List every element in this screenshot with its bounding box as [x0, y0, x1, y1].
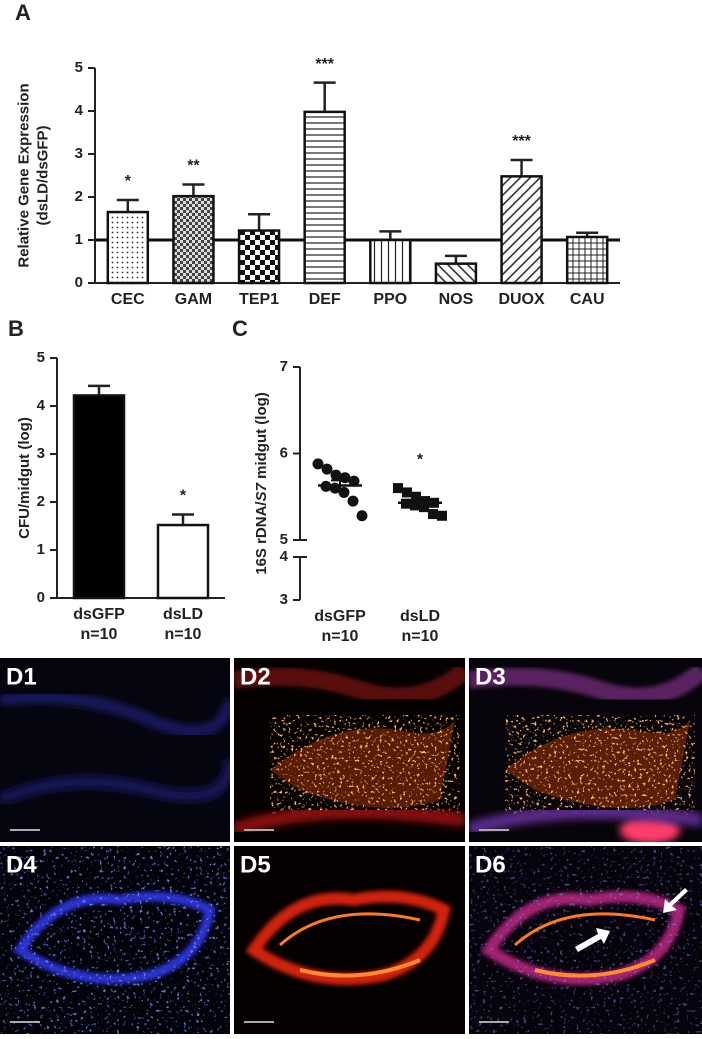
- x-tick-label: dsGFP: [314, 608, 366, 625]
- point: [348, 475, 360, 487]
- x-tick-label: dsLD: [400, 608, 440, 625]
- bar: [434, 262, 478, 285]
- significance: *: [180, 488, 187, 505]
- y-axis-label: (dsLD/dsGFP): [34, 125, 51, 225]
- image-label: D5: [240, 851, 271, 878]
- y-tick-label: 3: [280, 591, 288, 608]
- y-tick-label: 5: [75, 59, 83, 76]
- image-label: D2: [240, 663, 271, 690]
- x-tick-label: GAM: [175, 291, 212, 308]
- micrograph: [469, 658, 702, 842]
- bar: [237, 229, 281, 285]
- y-tick-label: 0: [37, 589, 45, 606]
- micrograph: [234, 846, 465, 1034]
- y-tick-label: 4: [75, 102, 84, 119]
- sample-size: n=10: [322, 628, 359, 645]
- micrograph: [469, 846, 702, 1034]
- point: [393, 483, 403, 494]
- point: [356, 510, 368, 522]
- bar: [500, 175, 543, 285]
- y-tick-label: 3: [75, 145, 83, 162]
- significance: *: [417, 451, 424, 468]
- x-tick-label: PPO: [373, 291, 407, 308]
- arrow: [663, 888, 688, 913]
- y-tick-label: 4: [280, 548, 289, 565]
- bar: [565, 235, 609, 285]
- micrograph: [0, 846, 230, 1034]
- image-label: D6: [475, 851, 506, 878]
- y-axis-label-part: midgut (log): [253, 392, 270, 483]
- significance: ***: [315, 56, 334, 73]
- micrographs: [0, 658, 702, 1034]
- point: [338, 486, 350, 498]
- y-tick-label: 2: [75, 188, 83, 205]
- image-label: D4: [6, 851, 37, 878]
- y-axis-label: 16S rDNA/S7 midgut (log): [253, 392, 270, 575]
- significance: **: [187, 158, 200, 175]
- x-tick-label: TEP1: [239, 291, 279, 308]
- bar: [369, 238, 412, 285]
- image-label: D3: [475, 663, 506, 690]
- x-tick-label: DEF: [309, 291, 341, 308]
- x-tick-label: CAU: [570, 291, 605, 308]
- image-label: D1: [6, 663, 37, 690]
- significance: *: [125, 173, 132, 190]
- panel-label: C: [232, 316, 248, 341]
- sample-size: n=10: [402, 628, 439, 645]
- y-tick-label: 2: [37, 493, 45, 510]
- point: [330, 469, 342, 481]
- y-axis-label-part: S7: [253, 482, 270, 501]
- point: [411, 491, 421, 502]
- x-tick-label: CEC: [111, 291, 145, 308]
- point: [402, 487, 412, 498]
- sample-size: n=10: [81, 626, 118, 643]
- arrow: [575, 928, 610, 952]
- y-tick-label: 4: [37, 397, 46, 414]
- x-tick-label: dsGFP: [73, 606, 125, 623]
- bar: [303, 110, 346, 285]
- point: [321, 463, 333, 475]
- y-tick-label: 5: [280, 531, 288, 548]
- point: [312, 458, 324, 470]
- bar: [106, 210, 150, 285]
- y-tick-label: 5: [37, 349, 45, 366]
- bar: [72, 394, 126, 600]
- point: [437, 510, 447, 521]
- x-tick-label: dsLD: [163, 606, 203, 623]
- sample-size: n=10: [165, 626, 202, 643]
- panel-label: B: [8, 316, 24, 341]
- y-tick-label: 3: [37, 445, 45, 462]
- y-tick-label: 1: [37, 541, 45, 558]
- bar: [156, 523, 210, 600]
- y-tick-label: 7: [280, 358, 288, 375]
- bar: [172, 194, 215, 285]
- micrograph: [234, 658, 465, 842]
- y-tick-label: 1: [75, 231, 83, 248]
- point: [420, 496, 430, 507]
- x-tick-label: DUOX: [498, 291, 545, 308]
- x-tick-label: NOS: [439, 291, 474, 308]
- y-tick-label: 0: [75, 274, 83, 291]
- y-axis-label: Relative Gene Expression: [15, 83, 32, 267]
- panel-label: A: [15, 0, 31, 25]
- y-axis-label: CFU/midgut (log): [16, 417, 33, 539]
- point: [347, 495, 359, 507]
- micrograph: [0, 658, 230, 842]
- significance: ***: [512, 133, 531, 150]
- y-tick-label: 6: [280, 444, 288, 461]
- y-axis-label-part: 16S rDNA/: [253, 501, 270, 575]
- point: [428, 509, 438, 520]
